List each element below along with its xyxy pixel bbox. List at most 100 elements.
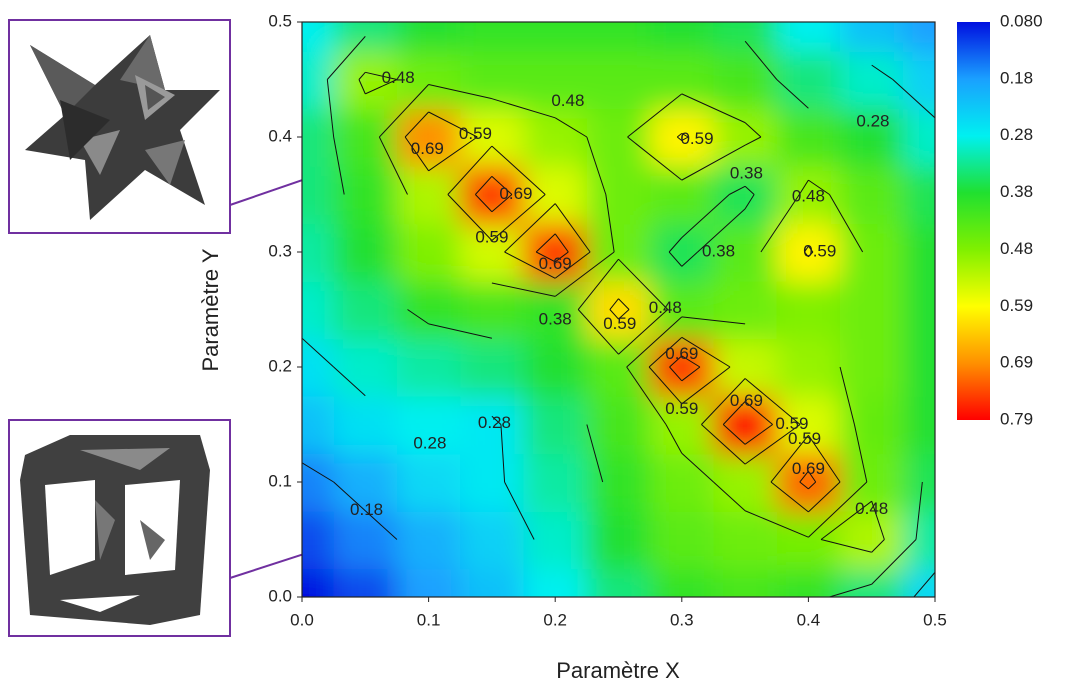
contour-label: 0.28 <box>413 434 446 453</box>
heat-cell <box>397 453 461 512</box>
heat-cell <box>713 568 777 657</box>
heat-cell <box>713 0 777 52</box>
heat-cell <box>240 166 334 225</box>
heat-cell <box>587 223 651 282</box>
contour-label: 0.38 <box>539 309 572 328</box>
contour-label: 0.59 <box>788 429 821 448</box>
contour-label: 0.48 <box>792 186 825 205</box>
heat-cell <box>460 281 524 340</box>
heat-cell <box>713 108 777 167</box>
contour-label: 0.69 <box>792 459 825 478</box>
heat-cell <box>587 396 651 455</box>
heat-cell <box>240 281 334 340</box>
y-tick-label: 0.5 <box>268 11 292 30</box>
heat-cell <box>524 396 588 455</box>
contour-label: 0.59 <box>603 314 636 333</box>
contour-label: 0.59 <box>680 129 713 148</box>
heat-cell <box>650 0 714 52</box>
colorbar-label: 0.79 <box>1000 409 1033 428</box>
heat-cell <box>713 511 777 570</box>
heat-cell <box>460 0 524 52</box>
page: {"chart_data": { "type": "contour", "x_l… <box>0 0 1068 688</box>
colorbar-label: 0.59 <box>1000 296 1033 315</box>
heat-cell <box>397 0 461 52</box>
heat-cell <box>587 166 651 225</box>
heat-cell <box>840 281 904 340</box>
heat-cell <box>460 511 524 570</box>
x-tick-label: 0.1 <box>417 610 441 629</box>
heat-cell <box>334 108 398 167</box>
x-axis-title: Paramètre X <box>556 658 680 683</box>
heat-cell <box>240 568 334 657</box>
y-tick-label: 0.2 <box>268 356 292 375</box>
heat-cell <box>524 166 588 225</box>
heat-cell <box>397 281 461 340</box>
heat-cell <box>460 568 524 657</box>
x-tick-label: 0.2 <box>543 610 567 629</box>
heat-cell <box>777 281 841 340</box>
heat-cell <box>240 51 334 110</box>
y-tick-label: 0.0 <box>268 586 292 605</box>
heat-cell <box>524 511 588 570</box>
y-tick-label: 0.4 <box>268 126 292 145</box>
heat-cell <box>587 568 651 657</box>
chart: 0.48 0.48 0.59 0.69 0.59 0.28 0.69 0.38 0.48 0.59… <box>0 0 1068 688</box>
heat-cell <box>587 108 651 167</box>
y-tick-label: 0.1 <box>268 471 292 490</box>
colorbar <box>957 22 990 420</box>
heat-cell <box>840 568 904 657</box>
heat-cell <box>777 0 841 52</box>
heat-cell <box>460 338 524 397</box>
heat-cell <box>840 166 904 225</box>
heat-cell <box>840 0 904 52</box>
contour-label: 0.59 <box>459 124 492 143</box>
colorbar-label: 0.080 <box>1000 11 1043 30</box>
heat-cell <box>524 108 588 167</box>
heat-cell <box>587 51 651 110</box>
colorbar-label: 0.48 <box>1000 239 1033 258</box>
heat-cell <box>587 511 651 570</box>
heat-cell <box>777 338 841 397</box>
contour-label: 0.48 <box>649 298 682 317</box>
heat-cell <box>713 338 777 397</box>
heat-cell <box>397 511 461 570</box>
inset-star-lattice <box>9 20 230 233</box>
contour-label: 0.69 <box>411 139 444 158</box>
heat-cell <box>397 223 461 282</box>
colorbar-label: 0.69 <box>1000 353 1033 372</box>
contour-label: 0.28 <box>856 112 889 131</box>
heat-cell <box>713 281 777 340</box>
colorbar-label: 0.18 <box>1000 68 1033 87</box>
contour-label: 0.59 <box>665 399 698 418</box>
contour-label: 0.59 <box>803 241 836 260</box>
heat-cell <box>840 223 904 282</box>
colorbar-label: 0.28 <box>1000 125 1033 144</box>
heat-cell <box>524 338 588 397</box>
heat-cell <box>460 51 524 110</box>
heat-cell <box>334 281 398 340</box>
inset-cube-lattice <box>9 420 230 636</box>
y-tick-label: 0.3 <box>268 241 292 260</box>
heat-cell <box>397 166 461 225</box>
contour-label: 0.69 <box>730 391 763 410</box>
heat-cell <box>650 166 714 225</box>
heat-cell <box>334 0 398 52</box>
heat-cell <box>777 51 841 110</box>
heat-cell <box>524 453 588 512</box>
x-tick-label: 0.4 <box>797 610 821 629</box>
heat-cell <box>650 51 714 110</box>
heat-cell <box>334 396 398 455</box>
contour-label: 0.69 <box>665 344 698 363</box>
heat-cell <box>334 166 398 225</box>
heat-cell <box>903 453 997 512</box>
heat-cell <box>334 568 398 657</box>
colorbar-label: 0.38 <box>1000 182 1033 201</box>
heat-cell <box>903 511 997 570</box>
heat-cell <box>334 511 398 570</box>
x-tick-label: 0.3 <box>670 610 694 629</box>
x-tick-label: 0.0 <box>290 610 314 629</box>
heat-cell <box>334 223 398 282</box>
heat-cell <box>524 0 588 52</box>
contour-label: 0.69 <box>539 254 572 273</box>
y-axis-title: Paramètre Y <box>198 248 223 371</box>
